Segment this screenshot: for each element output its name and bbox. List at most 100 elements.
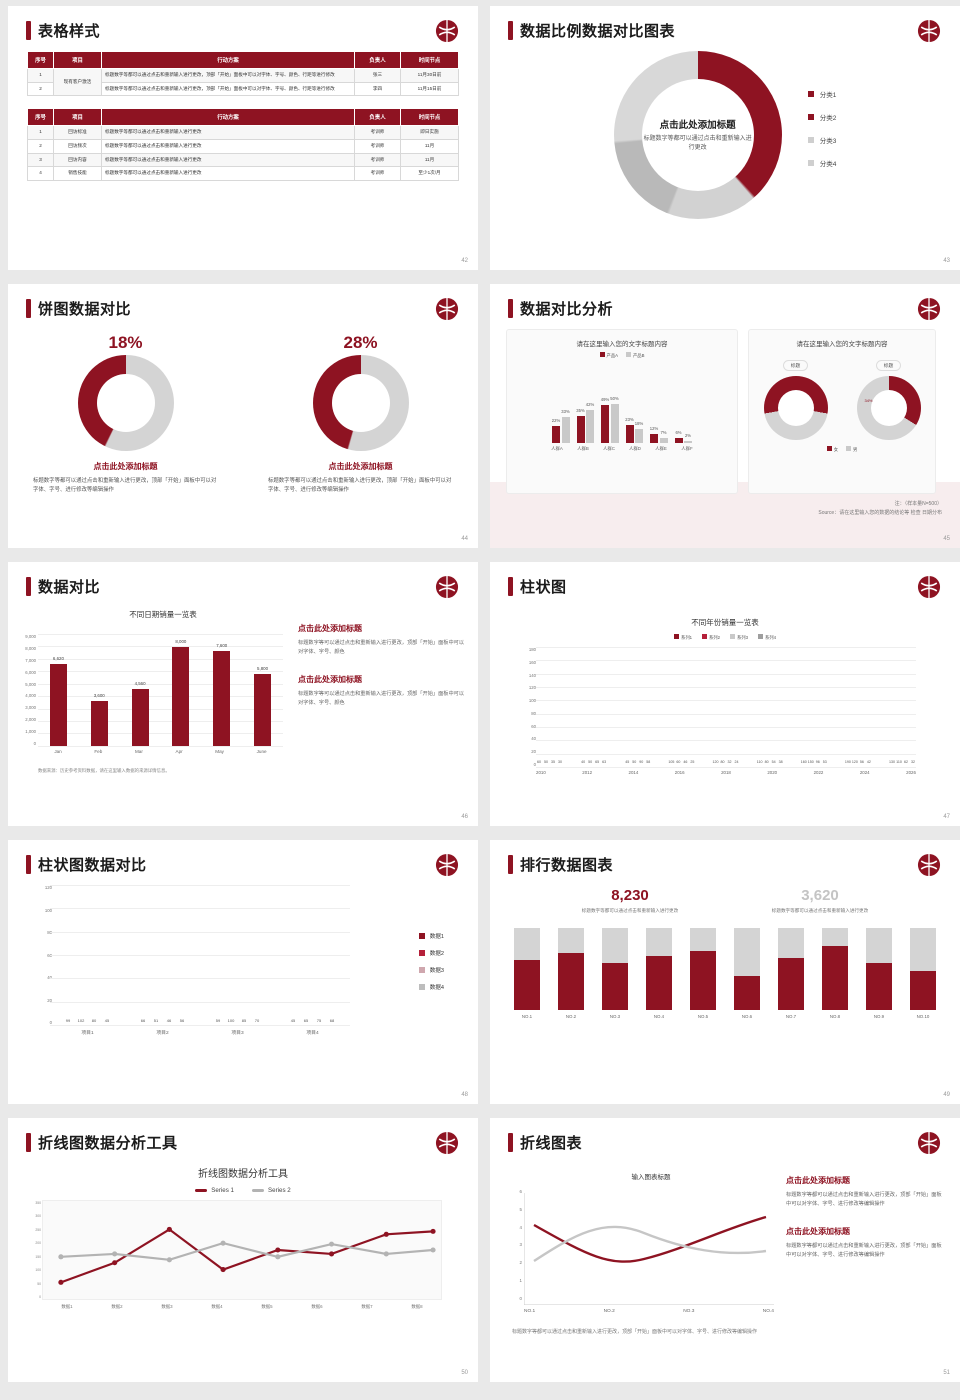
legend-item: 分类1 <box>807 89 836 99</box>
title-accent-bar <box>26 577 31 596</box>
donut-heading: 点击此处添加标题 <box>328 462 393 471</box>
y-axis-labels: 350 300 250 200 150 100 50 0 <box>35 1201 41 1299</box>
bar-chart: 120 100 80 60 40 20 0 99 102 80 45 66 51 46 56… <box>45 885 350 1026</box>
slide-title: 数据比例数据对比图表 <box>490 6 960 41</box>
slide-title: 饼图数据对比 <box>8 284 478 319</box>
bar <box>866 928 892 1011</box>
ranking-bar-chart <box>490 928 960 1011</box>
bar: 5,800 <box>254 666 272 746</box>
slide-44: 饼图数据对比 18% 点击此处添加标题 标题数字等都可以通过点击和重新输入进行更… <box>8 284 478 548</box>
slide-title: 数据对比 <box>8 562 478 597</box>
bar-card: 请在这里输入您的文字标题内容 产品A 产品B 22% 33% 35% 42% 49%… <box>506 329 738 494</box>
stat-value: 3,620 <box>801 887 839 904</box>
table-row: 1 回访标准 标题数字等都可以通过点击和重新输入进行更改 考训师 即日实施 <box>27 125 459 140</box>
table-row: 2 标题数字等都可以通过点击和重新输入进行更改，顶部「开始」面板中可以对字体、字… <box>27 81 459 97</box>
legend-item: 系列1 <box>674 634 692 641</box>
bar-group: 49% 50% <box>601 365 619 443</box>
table1-th-2: 行动方案 <box>101 51 355 69</box>
percent-value: 28% <box>343 333 378 352</box>
gridlines <box>38 634 283 747</box>
bar <box>646 928 672 1011</box>
slide-45: 数据对比分析 请在这里输入您的文字标题内容 产品A 产品B 22% 33% 35%… <box>490 284 960 548</box>
chart-legend: 系列1 系列2 系列3 系列4 <box>490 634 960 641</box>
y-axis-labels: 120 100 80 60 40 20 0 <box>44 885 52 1025</box>
bar: 7,600 <box>213 643 231 746</box>
bar-chart: 180 160 140 120 100 80 60 40 20 0 60 50 35… <box>529 647 916 768</box>
slide-number: 48 <box>461 1092 468 1098</box>
legend-item: 分类4 <box>807 158 836 168</box>
chart-legend: 产品A 产品B <box>507 352 737 359</box>
page-title: 数据对比分析 <box>520 301 614 318</box>
page-title: 表格样式 <box>38 23 101 40</box>
slide-number: 50 <box>461 1370 468 1376</box>
bar <box>602 928 628 1011</box>
text-block-desc: 标题数字等都可以通过点击和重新输入进行更改，顶部「开始」面板中可以对字体、字号、… <box>786 1242 942 1259</box>
slide-46: 数据对比 不同日期销量一览表 9,000 8,000 7,000 6,000 5… <box>8 562 478 826</box>
chart-legend: 女 男 <box>749 446 935 453</box>
chart-legend: Series 1 Series 2 <box>8 1187 478 1194</box>
title-accent-bar <box>26 855 31 874</box>
slide-number: 42 <box>461 258 468 264</box>
slide-number: 51 <box>943 1370 950 1376</box>
legend-item: 系列3 <box>730 634 748 641</box>
legend-item: Series 2 <box>252 1187 291 1194</box>
slide-title: 折线图表 <box>490 1118 960 1153</box>
legend-item: 系列4 <box>757 634 776 641</box>
card-title: 请在这里输入您的文字标题内容 <box>576 341 668 348</box>
y-axis-labels: 9,000 8,000 7,000 6,000 5,000 4,000 3,00… <box>25 634 36 746</box>
legend-item: Series 1 <box>195 1187 234 1194</box>
donut-center-title: 点击此处添加标题 <box>659 120 736 131</box>
bar <box>514 928 540 1011</box>
slide-number: 44 <box>461 536 468 542</box>
text-block-heading: 点击此处添加标题 <box>298 674 362 684</box>
chart-title: 不同年份销量一览表 <box>691 618 759 627</box>
bar-group: 22% 33% <box>552 365 570 443</box>
donut-chart <box>763 376 828 440</box>
chart-title: 不同日期销量一览表 <box>129 610 197 619</box>
title-accent-bar <box>508 577 513 596</box>
table1-th-4: 时间节点 <box>400 51 459 69</box>
donut-chart <box>613 51 782 219</box>
footnotes: 注：（样本量N=500） Source：请在这里输入您的数据的结论等 检查 日期… <box>818 501 942 516</box>
slide-number: 46 <box>461 814 468 820</box>
slide-51: 折线图表 输入图表标题 6 5 4 3 2 1 0 <box>490 1118 960 1382</box>
text-block-heading: 点击此处添加标题 <box>298 624 362 633</box>
page-title: 柱状图 <box>520 579 567 596</box>
slide-title: 排行数据图表 <box>490 840 960 875</box>
bar-group: 23% 18% <box>625 365 643 443</box>
donut-block-2: 28% 点击此处添加标题 标题数字等都可以通过点击和重新输入进行更改，顶部「开始… <box>243 333 478 496</box>
stat-desc: 标题数字等都可以通过点击和重新输入进行更改 <box>581 908 679 913</box>
x-axis-labels: Jan Feb Mar Apr May June <box>54 749 267 754</box>
slide-title: 数据对比分析 <box>490 284 960 319</box>
legend-item: 分类2 <box>807 112 836 122</box>
legend-item: 数据4 <box>418 983 444 991</box>
slide-number: 47 <box>943 814 950 820</box>
table1-th-0: 序号 <box>27 51 54 69</box>
line-chart: 6 5 4 3 2 1 0 <box>520 1189 774 1305</box>
bar <box>690 928 716 1011</box>
slide-number: 49 <box>943 1092 950 1098</box>
stat-desc: 标题数字等都可以通过点击和重新输入进行更改 <box>771 908 869 913</box>
percent-value: 18% <box>108 333 143 352</box>
chart-title: 输入图表标题 <box>631 1174 671 1181</box>
table1-th-1: 项目 <box>53 51 102 69</box>
chart-title: 折线图数据分析工具 <box>198 1169 288 1180</box>
bar: 6,620 <box>49 656 67 746</box>
bar <box>734 928 760 1011</box>
line-chart: 350 300 250 200 150 100 50 0 <box>35 1200 442 1300</box>
text-block-heading: 点击此处添加标题 <box>786 1226 850 1236</box>
bar-group: 6% 2% <box>674 365 692 443</box>
brand-logo-icon <box>917 297 941 321</box>
brand-logo-icon <box>917 853 941 877</box>
title-accent-bar <box>508 299 513 318</box>
bar <box>778 928 804 1011</box>
legend-item: 分类3 <box>807 135 836 145</box>
donut-card: 请在这里输入您的文字标题内容 标题 72% 85% 标题 34% 65% <box>748 329 936 494</box>
donut-block: 标题 34% 65% <box>856 354 921 440</box>
chart-note: 数据来源：历史参考资料数据，请在这里输入数据的来源详情信息。 <box>38 768 170 773</box>
title-accent-bar <box>508 1133 513 1152</box>
stat-value: 8,230 <box>611 887 649 904</box>
slide-title: 柱状图 <box>490 562 960 597</box>
table-row: 1 现有客户激活 标题数字等都可以通过点击和重新输入进行更改，顶部「开始」面板中… <box>27 67 459 97</box>
